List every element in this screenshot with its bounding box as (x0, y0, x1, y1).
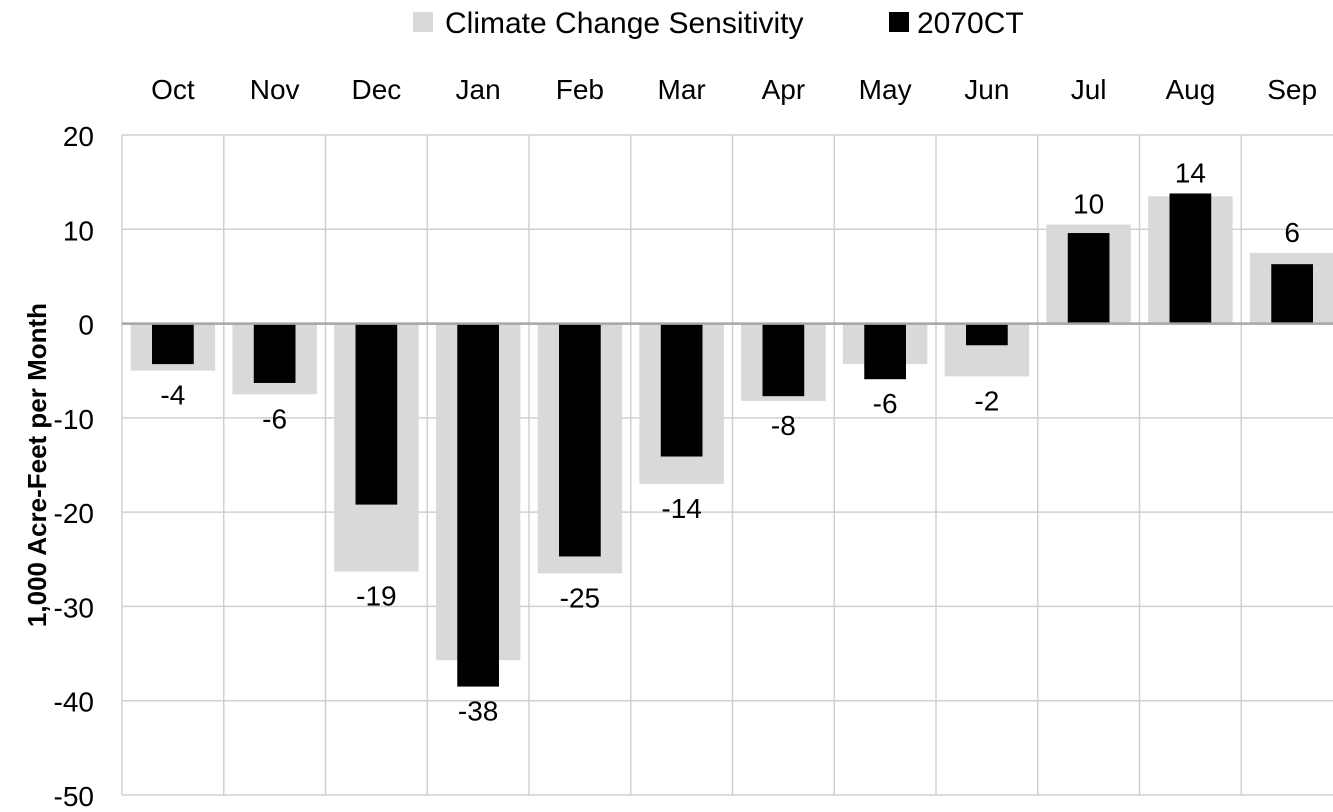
bar-2070ct (966, 323, 1008, 346)
bar-2070ct (355, 323, 398, 505)
x-tick-label: Mar (658, 74, 706, 105)
data-label: -6 (262, 403, 287, 434)
bar-2070ct (1169, 193, 1212, 324)
x-tick-label: Apr (762, 74, 806, 105)
x-tick-label: Sep (1267, 74, 1317, 105)
bar-2070ct (660, 323, 703, 457)
data-label: -19 (356, 581, 396, 612)
data-label: -8 (771, 410, 796, 441)
x-tick-label: Jun (964, 74, 1009, 105)
x-tick-label: Nov (250, 74, 300, 105)
data-label: -4 (160, 380, 185, 411)
legend-label-sensitivity: Climate Change Sensitivity (445, 7, 804, 40)
x-tick-label: Oct (151, 74, 195, 105)
data-label: -6 (873, 388, 898, 419)
y-tick-label: 10 (63, 215, 94, 246)
bars (130, 193, 1333, 687)
y-tick-label: -40 (54, 687, 94, 718)
data-label: -25 (560, 582, 600, 613)
y-tick-label: -50 (54, 781, 94, 807)
legend: Climate Change Sensitivity 2070CT (413, 7, 1024, 40)
labels: 20 10 0 -10 -20 -30 -40 -50 Oct Nov Dec Jan Feb Mar Ap… (54, 74, 1318, 812)
y-tick-label: 20 (63, 121, 94, 152)
x-tick-label: Feb (556, 74, 604, 105)
bar-2070ct (457, 323, 499, 687)
x-tick-label: Jan (456, 74, 501, 105)
x-tick-label: Jul (1071, 74, 1107, 105)
legend-swatch-2070ct (889, 12, 909, 32)
legend-swatch-sensitivity (413, 12, 433, 32)
x-tick-label: May (859, 74, 912, 105)
x-tick-label: Aug (1165, 74, 1215, 105)
grid (121, 134, 1333, 796)
bar-2070ct (253, 323, 296, 383)
data-label: -2 (974, 385, 999, 416)
bar-2070ct (1271, 264, 1313, 324)
data-label: -38 (458, 696, 498, 727)
data-label: -14 (661, 493, 701, 524)
bar-2070ct (864, 323, 906, 380)
bar-2070ct (152, 323, 194, 365)
bar-2070ct (1067, 233, 1110, 324)
data-label: 6 (1284, 217, 1300, 248)
bar-2070ct (559, 323, 601, 557)
data-label: 14 (1175, 157, 1206, 188)
bar-2070ct (762, 323, 805, 397)
data-label: 10 (1073, 189, 1104, 220)
y-tick-label: -30 (54, 592, 94, 623)
y-tick-label: -10 (54, 404, 94, 435)
y-axis-label: 1,000 Acre-Feet per Month (22, 303, 52, 627)
legend-label-2070ct: 2070CT (917, 7, 1024, 40)
y-tick-label: -20 (54, 498, 94, 529)
x-tick-label: Dec (351, 74, 401, 105)
y-tick-label: 0 (78, 310, 94, 341)
